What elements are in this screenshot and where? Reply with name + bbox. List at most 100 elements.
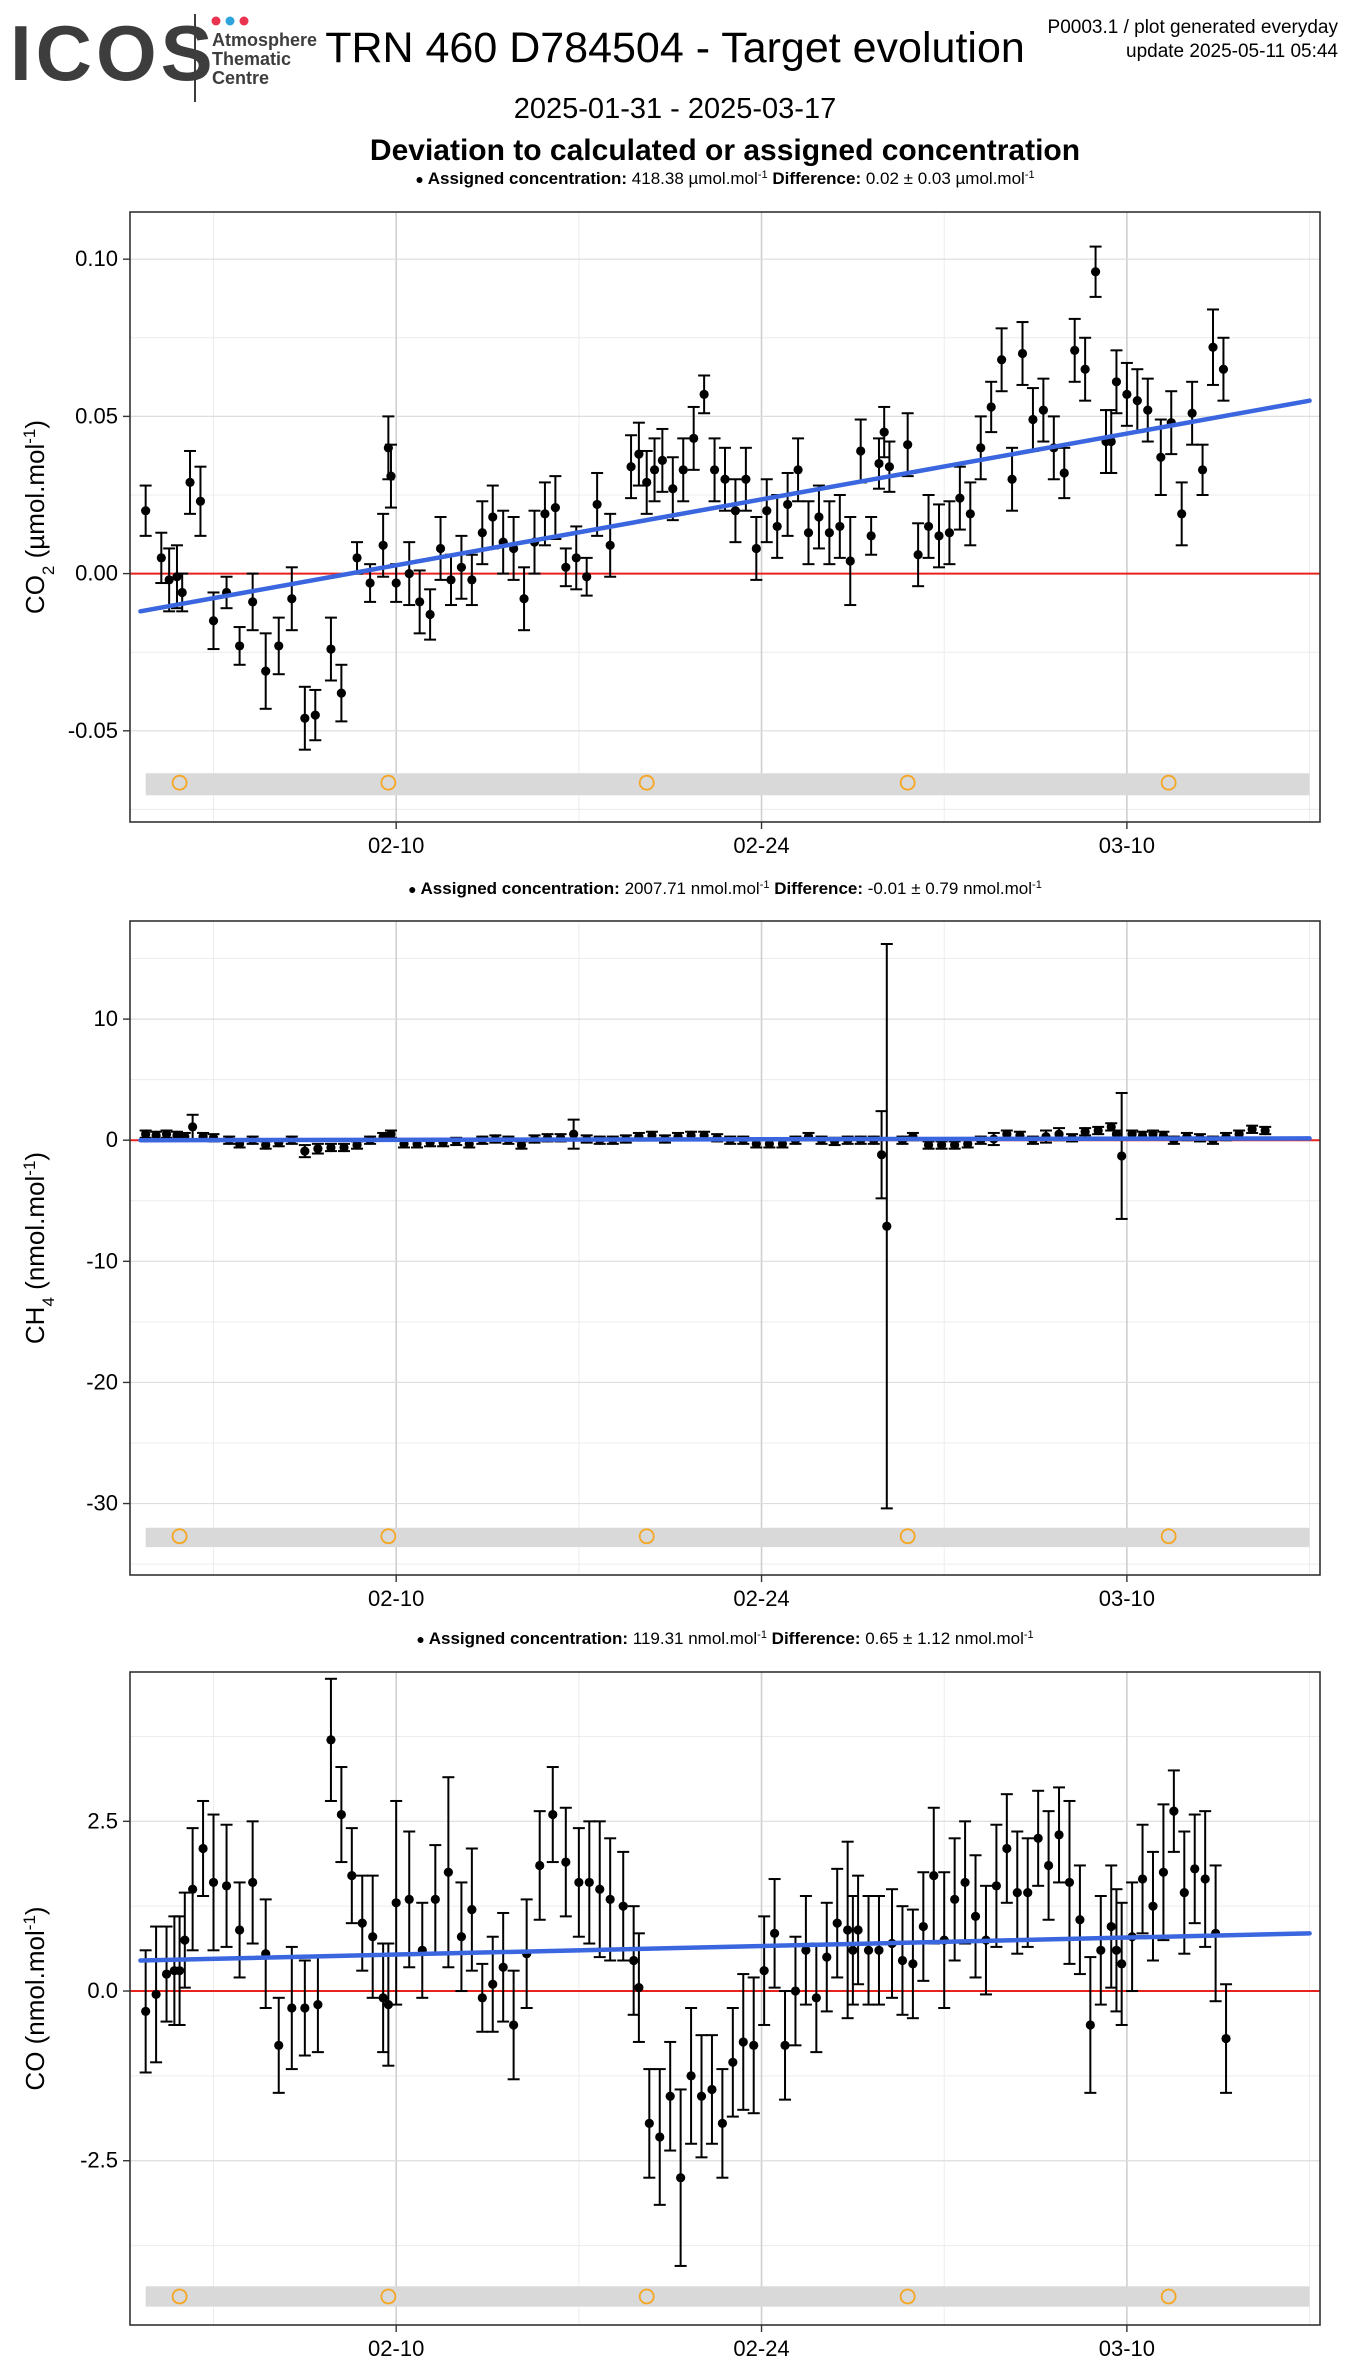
data-point <box>326 1142 336 1153</box>
data-point-group <box>1259 1125 1272 1136</box>
data-point-group <box>311 1142 324 1155</box>
data-point <box>404 568 414 579</box>
data-point-group <box>1188 1813 1201 1925</box>
data-point <box>1221 2033 1231 2044</box>
data-point-group <box>259 632 272 710</box>
data-point <box>976 443 986 453</box>
data-point <box>780 2040 790 2050</box>
data-point <box>1208 342 1218 352</box>
data-point-group <box>1217 336 1230 402</box>
data-point-group <box>747 1976 760 2115</box>
data-point <box>970 1911 981 1921</box>
data-point-group <box>1084 1956 1097 2094</box>
data-point <box>814 512 824 522</box>
data-point <box>365 578 375 588</box>
data-point <box>1080 364 1090 374</box>
data-point <box>950 1894 960 1904</box>
data-point-group <box>802 500 815 566</box>
data-point-group <box>656 427 669 493</box>
data-point <box>997 355 1007 365</box>
data-point <box>516 1140 527 1150</box>
data-point-group <box>1006 446 1019 512</box>
logo-subtext-3: Centre <box>212 68 269 88</box>
data-point-group <box>768 1878 781 1989</box>
data-point <box>287 594 297 604</box>
data-point <box>790 1986 801 1996</box>
data-point-group <box>298 1959 311 2057</box>
data-point <box>668 484 678 494</box>
y-tick-label: 0.00 <box>75 561 118 586</box>
data-point-group <box>862 1895 875 2006</box>
data-point <box>391 1898 401 1908</box>
y-axis-title-exponent: -1 <box>20 1915 39 1930</box>
panel-frame <box>129 1671 1321 2326</box>
data-point <box>180 1935 190 1945</box>
data-point <box>1117 1151 1127 1161</box>
data-point <box>853 1925 863 1935</box>
data-point-group <box>1105 409 1118 474</box>
data-point <box>1017 348 1028 359</box>
data-point-group <box>285 1945 298 2071</box>
y-axis-title-exponent: -1 <box>20 1161 39 1176</box>
y-tick-label: -2.5 <box>80 2148 118 2173</box>
data-point <box>569 1129 579 1139</box>
data-point <box>550 502 560 513</box>
legend-assigned-value: 418.38 µmol.mol <box>632 169 758 188</box>
data-point <box>913 550 923 560</box>
data-point <box>879 427 889 437</box>
data-point <box>884 462 895 472</box>
data-point <box>386 471 396 481</box>
data-point <box>1096 1945 1106 1955</box>
data-point <box>477 528 487 538</box>
data-point <box>728 2057 738 2067</box>
data-point <box>1007 474 1017 484</box>
legend-assigned-value: 119.31 nmol.mol <box>633 1629 757 1648</box>
data-point <box>477 1993 487 2003</box>
data-point-group <box>583 1820 596 1945</box>
data-point-group <box>1079 336 1092 402</box>
data-point <box>897 1955 908 1966</box>
data-point <box>1179 1888 1189 1898</box>
data-point <box>248 1877 258 1888</box>
data-point-group <box>844 516 857 607</box>
data-point <box>1106 436 1116 447</box>
y-axis-title-subscript: 2 <box>39 566 58 575</box>
data-point <box>649 465 660 475</box>
data-point-group <box>1154 418 1167 496</box>
data-point-group <box>883 440 896 493</box>
data-point <box>626 462 636 472</box>
data-point <box>1090 267 1101 277</box>
data-point-group <box>246 1820 259 1945</box>
trend-line <box>138 398 1312 614</box>
data-point-group <box>390 1799 403 2006</box>
date-range: 2025-01-31 - 2025-03-17 <box>514 93 836 125</box>
data-point-group <box>335 1766 348 1864</box>
data-point-group <box>220 1823 233 1948</box>
data-point-group <box>155 531 168 585</box>
data-point <box>548 1809 558 1820</box>
data-point <box>783 499 793 510</box>
x-tick-label: 02-24 <box>733 2336 789 2361</box>
page-title: TRN 460 D784504 - Target evolution <box>325 24 1025 72</box>
marker-ring <box>171 774 188 791</box>
logo-dot-red <box>211 16 221 26</box>
y-axis-title-close: ) <box>20 1152 50 1161</box>
data-point <box>287 2003 297 2013</box>
data-point <box>1169 1806 1179 1816</box>
data-point-group <box>476 1962 489 2033</box>
marker-ring <box>899 1528 916 1545</box>
data-point <box>923 521 934 532</box>
data-point-group <box>852 1874 865 1986</box>
trend-line <box>138 1136 1312 1143</box>
data-point <box>1002 1843 1012 1854</box>
plot-area <box>130 921 1320 1575</box>
data-point <box>1247 1124 1257 1134</box>
x-tick-label: 03-10 <box>1099 2336 1155 2361</box>
data-point-group <box>1053 1786 1066 1884</box>
data-point-group <box>687 405 700 471</box>
data-point-group <box>896 1905 909 2016</box>
data-point <box>777 1139 788 1149</box>
data-point <box>955 493 965 503</box>
data-point <box>1158 1867 1169 1877</box>
